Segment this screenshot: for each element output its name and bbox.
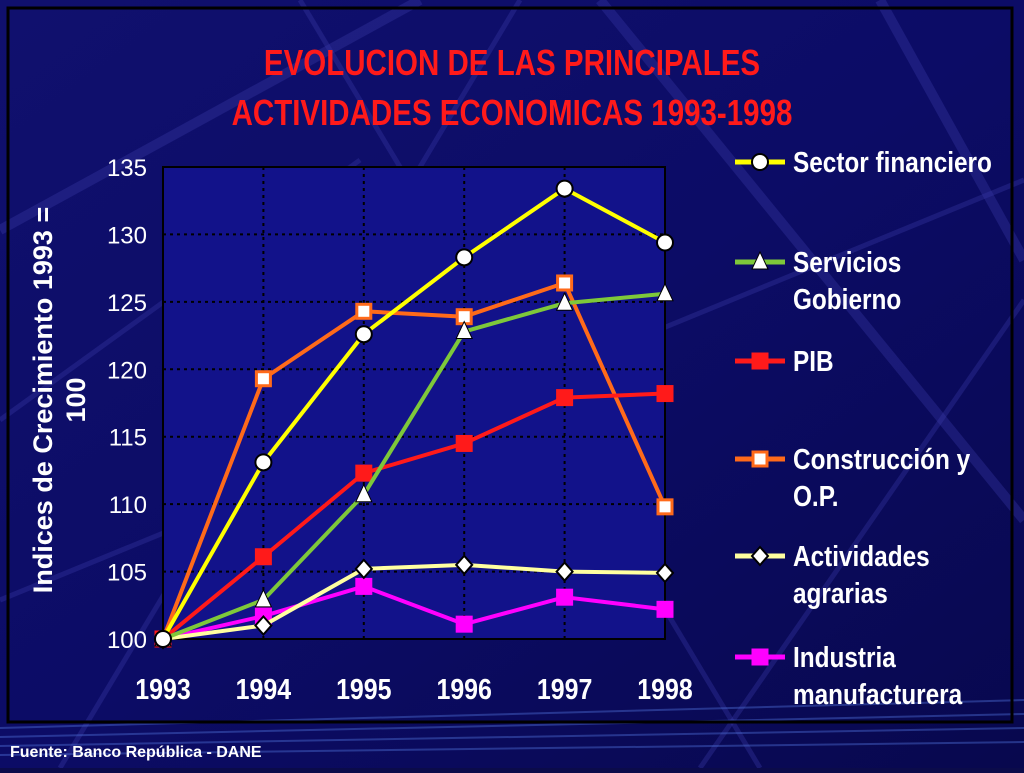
chart-title: EVOLUCION DE LAS PRINCIPALES bbox=[264, 42, 760, 82]
series-line bbox=[162, 584, 666, 641]
data-point bbox=[751, 153, 769, 171]
data-point bbox=[455, 248, 474, 267]
y-tick-label: 120 bbox=[107, 357, 147, 384]
decor-stroke bbox=[596, 0, 1024, 524]
decor-stroke bbox=[0, 727, 1024, 747]
legend-label: Actividades bbox=[793, 540, 930, 572]
data-point bbox=[656, 233, 674, 252]
chart-title: ACTIVIDADES ECONOMICAS 1993-1998 bbox=[232, 92, 793, 132]
legend-item: Servicios Gobierno bbox=[735, 246, 901, 315]
y-tick-label: 135 bbox=[107, 155, 147, 182]
data-point bbox=[355, 483, 373, 503]
data-point bbox=[556, 274, 574, 292]
data-point bbox=[455, 320, 473, 340]
legend-label: O.P. bbox=[793, 480, 839, 512]
data-point bbox=[751, 352, 769, 370]
data-point bbox=[751, 250, 769, 270]
data-point bbox=[154, 630, 172, 648]
data-point bbox=[556, 588, 574, 606]
data-point bbox=[555, 292, 574, 311]
data-point bbox=[750, 545, 770, 567]
data-point bbox=[254, 615, 273, 637]
data-point bbox=[455, 434, 473, 452]
data-point bbox=[656, 282, 674, 302]
data-point bbox=[354, 558, 374, 580]
data-point bbox=[355, 464, 373, 482]
data-point bbox=[555, 561, 574, 583]
data-point bbox=[254, 548, 272, 566]
decor-stroke bbox=[697, 298, 1024, 770]
plot-border bbox=[162, 166, 666, 640]
legend-label: agrarias bbox=[793, 577, 888, 609]
series-line bbox=[161, 280, 667, 640]
legend-label: manufacturera bbox=[793, 678, 963, 710]
x-tick-label: 1994 bbox=[236, 673, 291, 705]
y-axis-label: Indices de Crecimiento 1993 = bbox=[28, 207, 58, 593]
legend-label: PIB bbox=[793, 345, 834, 377]
series-line bbox=[162, 562, 666, 641]
series-sector-financiero bbox=[154, 179, 674, 648]
legend-item: Construcción y O.P. bbox=[735, 443, 970, 512]
data-point bbox=[354, 325, 373, 344]
legend-label: Sector financiero bbox=[793, 146, 992, 178]
data-point bbox=[656, 498, 674, 516]
data-point bbox=[751, 648, 769, 666]
plot-area bbox=[163, 167, 665, 639]
data-point bbox=[555, 179, 574, 198]
data-point bbox=[655, 562, 675, 584]
data-point bbox=[454, 554, 474, 576]
x-tick-label: 1993 bbox=[135, 673, 190, 705]
x-tick-label: 1997 bbox=[537, 673, 592, 705]
legend-item: PIB bbox=[735, 345, 834, 377]
source-note: Fuente: Banco República - DANE bbox=[10, 744, 262, 761]
y-tick-label: 115 bbox=[109, 425, 147, 452]
y-tick-label: 100 bbox=[107, 627, 147, 654]
y-tick-label: 130 bbox=[107, 222, 147, 249]
data-point bbox=[254, 453, 273, 472]
legend-label: Servicios bbox=[793, 246, 901, 278]
decor-stroke bbox=[875, 0, 1024, 263]
legend-item: Industria manufacturera bbox=[735, 641, 963, 710]
x-tick-label: 1996 bbox=[436, 673, 491, 705]
x-tick-label: 1998 bbox=[637, 673, 692, 705]
decor-stroke bbox=[0, 0, 423, 235]
data-point bbox=[656, 385, 674, 403]
legend-label: Gobierno bbox=[793, 283, 901, 315]
legend-item: Sector financiero bbox=[735, 146, 992, 178]
y-tick-label: 110 bbox=[109, 492, 147, 519]
y-tick-label: 105 bbox=[107, 560, 147, 587]
legend-label: Industria bbox=[793, 641, 897, 673]
data-point bbox=[254, 588, 273, 608]
legend-item: Actividades agrarias bbox=[735, 540, 930, 609]
x-tick-label: 1995 bbox=[336, 673, 391, 705]
slide-frame bbox=[6, 6, 1014, 724]
decor-stroke bbox=[0, 741, 1024, 756]
decor-stroke bbox=[0, 713, 1024, 738]
data-point bbox=[355, 577, 373, 595]
series-line bbox=[161, 186, 666, 640]
data-point bbox=[556, 389, 574, 407]
data-point bbox=[656, 600, 674, 618]
series-line bbox=[162, 291, 666, 641]
data-point bbox=[455, 615, 473, 633]
series-line bbox=[161, 391, 666, 641]
y-axis-label: 100 bbox=[61, 377, 91, 422]
data-point bbox=[751, 450, 769, 468]
y-tick-label: 125 bbox=[107, 290, 147, 317]
series-pib bbox=[154, 385, 674, 648]
data-point bbox=[355, 302, 373, 320]
data-point bbox=[254, 370, 272, 388]
legend-label: Construcción y bbox=[793, 443, 970, 475]
